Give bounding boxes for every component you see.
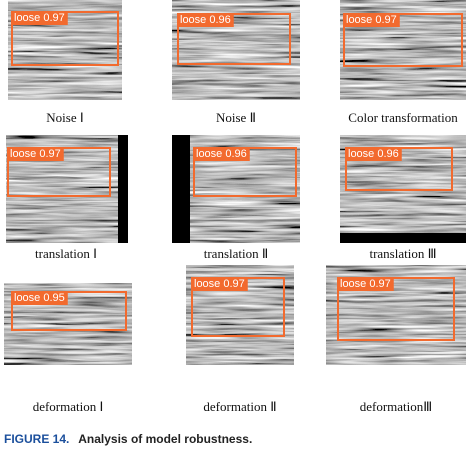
black-padding: [340, 233, 466, 243]
panel-caption: Noise Ⅱ: [216, 110, 256, 125]
detection-box: [343, 13, 463, 67]
black-padding: [172, 135, 190, 243]
panel: loose 0.96 translation Ⅱ: [172, 135, 300, 261]
detection-label: loose 0.96: [196, 148, 247, 160]
panel: loose 0.97 translation Ⅰ: [6, 135, 128, 261]
panel-caption: deformationⅢ: [360, 399, 433, 414]
panel: loose 0.95 deformation Ⅰ: [4, 283, 132, 414]
detection-label-bg: [194, 147, 250, 161]
panel: loose 0.97 deformation Ⅱ: [186, 265, 294, 414]
black-padding: [118, 135, 128, 243]
detection-label-bg: [346, 147, 402, 161]
panel: loose 0.97 Noise Ⅰ: [8, 0, 122, 125]
detection-label-bg: [192, 277, 248, 291]
detection-label-bg: [8, 147, 64, 161]
panel: loose 0.96 Noise Ⅱ: [172, 0, 300, 125]
detection-label-bg: [344, 13, 400, 27]
panel: loose 0.97 Color transformation: [340, 0, 466, 125]
detection-label: loose 0.97: [194, 278, 245, 290]
panel-caption: translation Ⅱ: [204, 246, 269, 261]
detection-box: [337, 277, 455, 341]
panel-caption: deformation Ⅱ: [203, 399, 276, 414]
detection-label-bg: [12, 11, 68, 25]
panel-caption: Color transformation: [348, 110, 458, 125]
figure-caption: FIGURE 14. Analysis of model robustness.: [4, 432, 252, 446]
panel-caption: translation Ⅲ: [369, 246, 436, 261]
panel-caption: deformation Ⅰ: [33, 399, 104, 414]
panel-caption: translation Ⅰ: [35, 246, 97, 261]
detection-label: loose 0.97: [14, 12, 65, 24]
detection-label: loose 0.97: [346, 14, 397, 26]
detection-box: [11, 291, 127, 331]
panel-caption: Noise Ⅰ: [46, 110, 83, 125]
panel: loose 0.97 deformationⅢ: [326, 265, 466, 414]
detection-label: loose 0.97: [340, 278, 391, 290]
detection-box: [177, 13, 291, 65]
detection-label: loose 0.96: [348, 148, 399, 160]
figure-caption-text: Analysis of model robustness.: [78, 432, 252, 446]
detection-label-bg: [178, 13, 234, 27]
detection-label: loose 0.95: [14, 292, 65, 304]
panel: loose 0.96 translation Ⅲ: [340, 135, 466, 261]
detection-label-bg: [12, 291, 68, 305]
detection-label: loose 0.96: [180, 14, 231, 26]
detection-label: loose 0.97: [10, 148, 61, 160]
figure-label: FIGURE 14.: [4, 432, 69, 446]
detection-label-bg: [338, 277, 394, 291]
